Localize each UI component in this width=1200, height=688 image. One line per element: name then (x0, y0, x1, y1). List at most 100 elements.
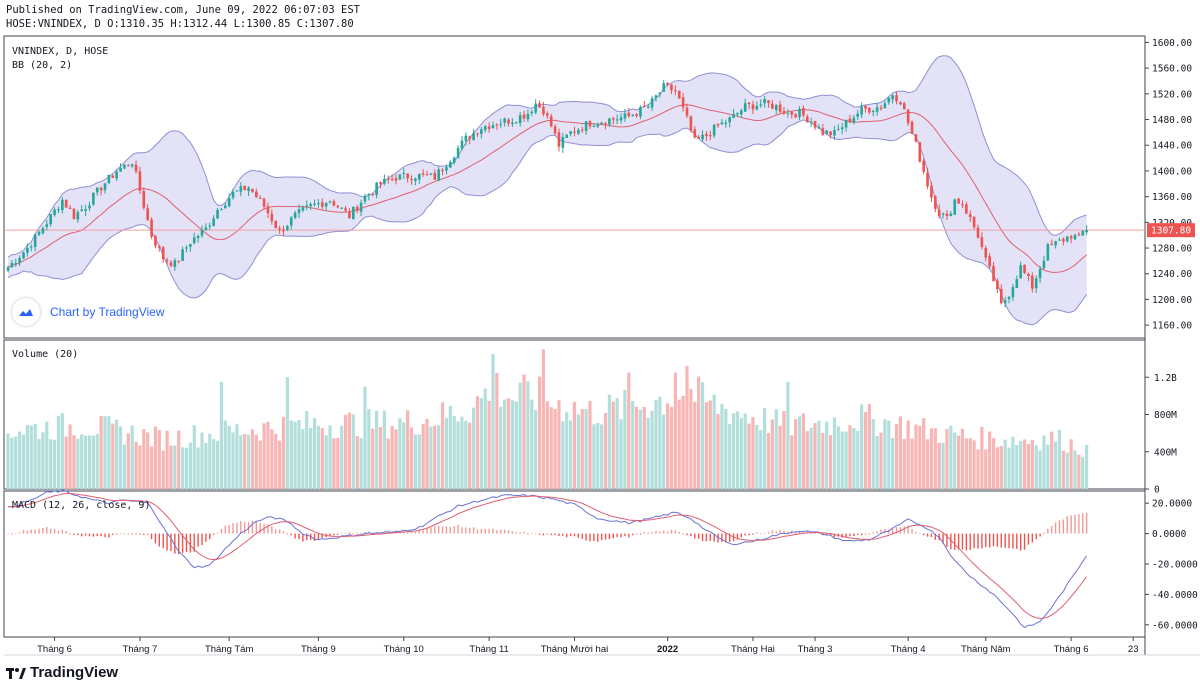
macd-histogram-bar (228, 524, 230, 534)
candle-body (1050, 243, 1054, 245)
volume-bar (957, 435, 961, 489)
volume-bar (293, 421, 297, 489)
volume-bar (184, 447, 189, 489)
candle-body (305, 205, 309, 207)
candle (584, 121, 588, 135)
candle-body (619, 117, 623, 121)
volume-bar (390, 426, 394, 489)
macd-histogram-bar (550, 533, 552, 536)
candle (646, 103, 650, 109)
volume-bar (681, 395, 685, 489)
volume-bar (196, 447, 200, 489)
candle (996, 278, 999, 294)
macd-histogram-bar (891, 527, 894, 534)
candle-body (402, 173, 406, 175)
macd-histogram-bar (973, 533, 975, 549)
macd-histogram-bar (197, 533, 199, 547)
tradingview-badge[interactable]: Chart by TradingView (12, 298, 165, 326)
candle-body (390, 178, 394, 180)
volume-bar (569, 420, 573, 489)
volume-bar (677, 399, 681, 489)
candle (1011, 283, 1015, 301)
volume-bar (592, 424, 596, 489)
candle-body (158, 246, 161, 248)
candle-body (778, 104, 782, 112)
volume-bar (766, 433, 771, 489)
candle-body (596, 124, 600, 127)
macd-histogram-bar (783, 530, 785, 534)
volume-bar (980, 426, 984, 489)
candle-body (313, 203, 316, 205)
candle (813, 120, 817, 130)
price-pane-title: VNINDEX, D, HOSE (12, 46, 108, 57)
candle (984, 245, 988, 262)
time-tick-label: Tháng Năm (961, 644, 1011, 655)
macd-histogram-bar (663, 530, 665, 534)
candle-body (712, 124, 716, 136)
candle-body (18, 258, 21, 263)
macd-histogram-bar (538, 533, 541, 535)
volume-bar (1046, 444, 1050, 489)
candle-body (821, 128, 825, 135)
candle-body (449, 161, 452, 168)
candle-body (150, 219, 153, 237)
candle-body (53, 209, 56, 216)
time-tick-label: Tháng Mười hai (541, 644, 609, 655)
macd-histogram-bar (189, 533, 192, 553)
candle-body (72, 208, 76, 219)
volume-bar (929, 428, 934, 489)
volume-bar (716, 413, 720, 489)
candle (49, 213, 52, 227)
candle-body (348, 211, 351, 219)
candle (619, 113, 623, 124)
volume-bar (14, 436, 18, 489)
macd-histogram-bar (546, 533, 549, 535)
volume-bar (134, 442, 138, 489)
candle-body (538, 103, 541, 108)
candle (972, 216, 976, 230)
candle-body (577, 129, 580, 134)
candle-body (542, 106, 545, 115)
price-tick-label: 1440.00 (1152, 141, 1192, 152)
candle (1054, 240, 1057, 249)
macd-histogram-bar (364, 531, 366, 534)
candle (538, 100, 541, 108)
macd-histogram-bar (181, 533, 184, 553)
candle (1073, 233, 1077, 241)
candle-body (363, 195, 367, 202)
macd-histogram-bar (736, 533, 739, 540)
time-tick-label: 2022 (657, 644, 678, 655)
candle-body (417, 173, 421, 180)
candle (790, 111, 794, 119)
candle (689, 115, 693, 133)
volume-bar (759, 430, 763, 489)
volume-bar (21, 434, 26, 489)
volume-bar (669, 406, 674, 489)
candle (76, 209, 80, 223)
volume-bar (142, 429, 146, 489)
macd-histogram-bar (476, 529, 479, 534)
candle (1069, 234, 1073, 244)
volume-bar (925, 439, 930, 489)
candle (45, 220, 49, 231)
volume-bar (840, 431, 844, 489)
candle-body (1081, 230, 1085, 236)
macd-histogram-bar (143, 533, 145, 535)
macd-histogram-bar (321, 533, 323, 538)
volume-bar (860, 404, 864, 489)
volume-bar (243, 433, 247, 489)
volume-bar (828, 435, 833, 489)
macd-histogram-bar (282, 531, 285, 534)
candle-body (658, 92, 662, 95)
price-tick-label: 1200.00 (1152, 295, 1192, 306)
candle-body (1077, 233, 1081, 235)
macd-histogram-bar (1070, 515, 1072, 534)
candle-body (670, 84, 673, 91)
macd-histogram-bar (344, 532, 347, 534)
macd-histogram-bar (61, 529, 64, 534)
macd-histogram-bar (139, 533, 141, 535)
macd-histogram-bar (119, 533, 122, 535)
candle (724, 119, 728, 128)
candle (286, 224, 289, 232)
